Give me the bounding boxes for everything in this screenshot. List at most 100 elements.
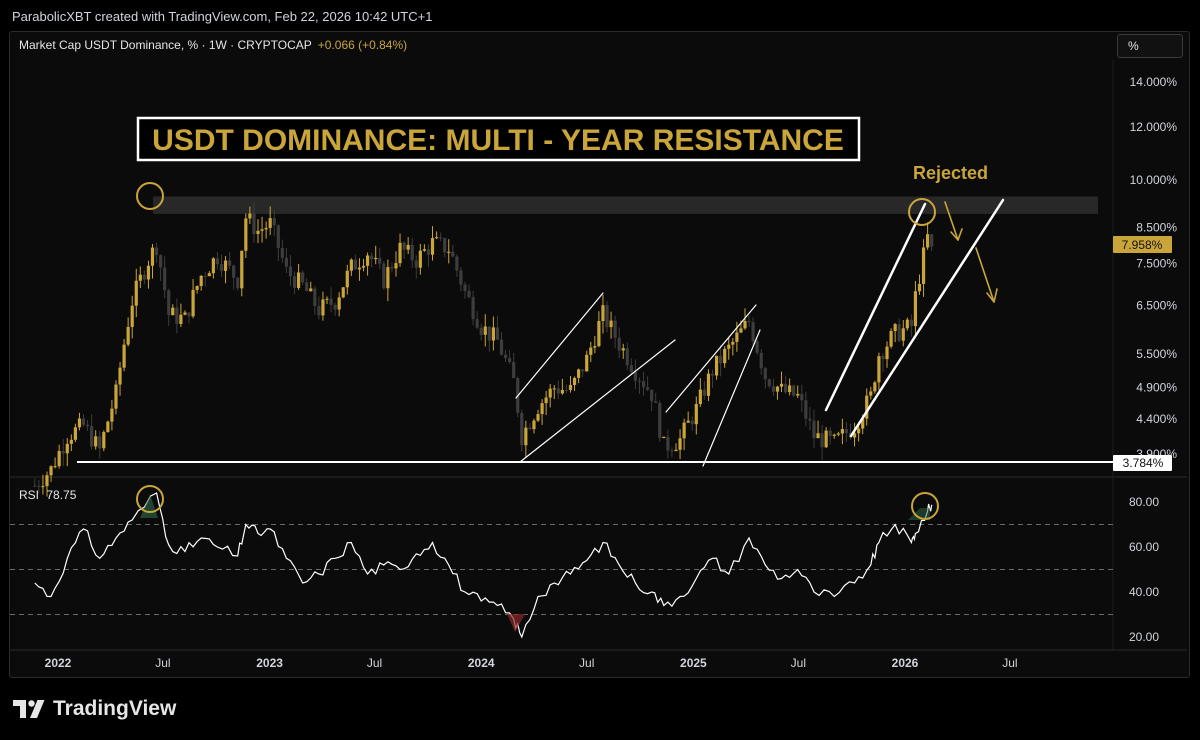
candle [589, 347, 593, 355]
tradingview-logo-icon [13, 700, 45, 718]
candle [150, 247, 155, 266]
candle [53, 466, 57, 468]
time-axis-tick: 2022 [45, 656, 72, 670]
candle [609, 320, 613, 328]
candle [901, 328, 905, 341]
candle [727, 344, 731, 349]
candle [471, 297, 475, 320]
candle [889, 331, 893, 347]
candle [617, 337, 621, 351]
candle [325, 298, 329, 300]
candle [572, 377, 577, 386]
candle [861, 418, 865, 429]
candle [702, 389, 707, 396]
current-price-badge [1113, 236, 1172, 253]
candle [203, 275, 207, 277]
candle [690, 420, 694, 425]
price-axis-tick: 10.000% [1130, 173, 1178, 187]
candle [885, 346, 889, 360]
candle [877, 356, 881, 383]
candle [897, 324, 901, 341]
candle [520, 412, 524, 446]
candle [731, 341, 735, 345]
candle [268, 218, 272, 228]
candle [345, 270, 349, 288]
candle [61, 451, 65, 454]
candle [94, 436, 98, 447]
candle [49, 466, 53, 476]
candle [832, 434, 836, 436]
time-axis-tick: Jul [1002, 656, 1017, 670]
candle [317, 306, 321, 316]
rejection-arrow-1 [944, 201, 959, 241]
candle [447, 251, 451, 253]
candles [33, 201, 934, 497]
candle [625, 348, 629, 366]
candle [102, 432, 106, 449]
price-axis-tick: 7.500% [1136, 257, 1177, 271]
candle [792, 385, 796, 396]
candle [743, 320, 747, 329]
trendline-6 [849, 198, 1005, 438]
candle [674, 449, 678, 451]
candle [414, 260, 418, 268]
candle [244, 218, 248, 251]
candle [240, 250, 244, 289]
price-axis-tick: 5.500% [1136, 347, 1177, 361]
candle [658, 402, 662, 438]
rsi-axis-tick: 20.00 [1129, 630, 1159, 644]
candle [751, 322, 755, 342]
candle [633, 371, 638, 381]
time-axis-tick: 2026 [892, 656, 919, 670]
candle [163, 267, 167, 291]
candle [909, 319, 913, 327]
candle [211, 258, 215, 274]
candle [857, 428, 861, 434]
candle [840, 429, 844, 434]
tradingview-logo[interactable]: TradingView [13, 697, 176, 721]
candle [719, 355, 723, 364]
candle [443, 238, 447, 253]
candle [824, 430, 828, 448]
time-axis-tick: 2025 [680, 656, 707, 670]
candle [544, 397, 548, 404]
candle [706, 373, 711, 396]
trendline-4 [702, 329, 761, 467]
rsi-legend: RSI 78.75 [19, 488, 76, 502]
candle [45, 475, 49, 487]
candle [228, 260, 232, 266]
candle [710, 373, 715, 376]
candle [694, 404, 698, 425]
candle [775, 386, 780, 392]
candle [90, 426, 94, 447]
candle [410, 244, 414, 261]
annotation-rejected: Rejected [913, 163, 988, 183]
trendline-3 [665, 304, 757, 413]
candle [106, 421, 110, 433]
candle [759, 352, 763, 369]
candle [844, 429, 849, 434]
percent-scale-button[interactable]: % [1117, 34, 1183, 58]
candle [763, 368, 767, 380]
candle [491, 327, 495, 341]
candle [698, 389, 702, 405]
candle [422, 249, 426, 251]
candle [219, 264, 224, 271]
candle [686, 420, 690, 423]
symbol-legend: Market Cap USDT Dominance, % · 1W · CRYP… [19, 38, 407, 52]
candle [621, 348, 625, 351]
candle [37, 485, 41, 487]
candle [179, 314, 183, 324]
candle [869, 391, 873, 396]
rsi-label-text: RSI [19, 488, 40, 502]
candle [451, 251, 455, 257]
candle [629, 365, 633, 372]
candle [284, 257, 289, 267]
candle [930, 234, 934, 247]
candle [418, 250, 422, 268]
candle [118, 367, 122, 385]
support-price-badge [1113, 455, 1172, 471]
candle [808, 418, 812, 421]
candle [439, 237, 443, 239]
rejection-arrow-1-head [950, 228, 963, 241]
